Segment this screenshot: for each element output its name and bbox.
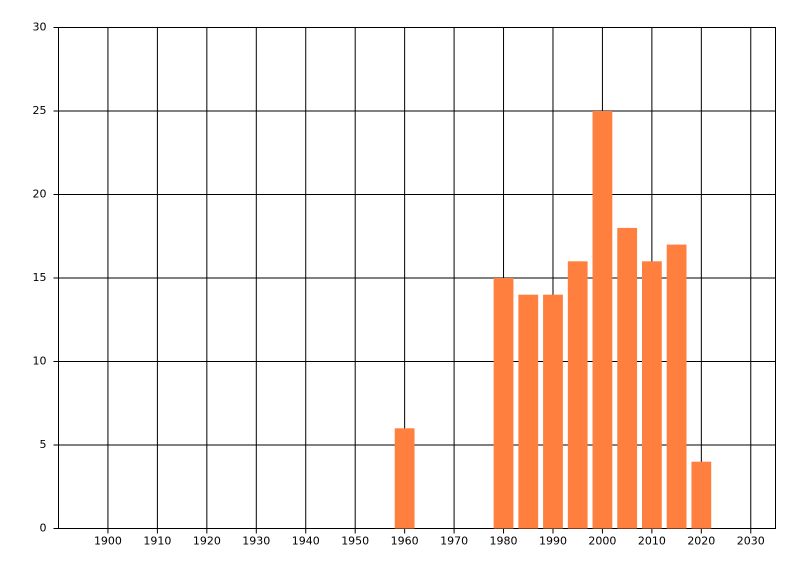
x-tick-label: 1950 xyxy=(341,535,369,548)
x-tick-label: 2000 xyxy=(588,535,616,548)
bar xyxy=(518,294,539,529)
bar xyxy=(691,461,712,529)
y-tick-label: 5 xyxy=(40,438,47,451)
y-tick-label: 25 xyxy=(33,104,47,117)
x-tick-label: 1910 xyxy=(143,535,171,548)
y-tick-label: 20 xyxy=(33,188,47,201)
x-tick-label: 2020 xyxy=(687,535,715,548)
x-tick-label: 1920 xyxy=(193,535,221,548)
x-tick-label: 1990 xyxy=(539,535,567,548)
x-tick-label: 1960 xyxy=(391,535,419,548)
x-tick-label: 1900 xyxy=(94,535,122,548)
y-tick-label: 0 xyxy=(40,522,47,535)
x-tick-label: 1930 xyxy=(242,535,270,548)
x-tick-label: 1970 xyxy=(440,535,468,548)
bar xyxy=(493,278,514,529)
bar xyxy=(543,294,563,529)
y-tick-label: 10 xyxy=(33,355,47,368)
y-tick-label: 15 xyxy=(33,271,47,284)
x-tick-label: 2010 xyxy=(638,535,666,548)
plot-frame xyxy=(58,27,776,529)
y-tick-label: 30 xyxy=(33,21,47,34)
bar xyxy=(617,227,638,529)
x-tick-label: 2030 xyxy=(737,535,765,548)
x-tick-label: 1980 xyxy=(490,535,518,548)
bar xyxy=(592,111,613,529)
bar xyxy=(394,428,415,529)
bar xyxy=(567,261,588,529)
x-tick-label: 1940 xyxy=(292,535,320,548)
bar xyxy=(641,261,662,529)
bar xyxy=(666,244,687,529)
